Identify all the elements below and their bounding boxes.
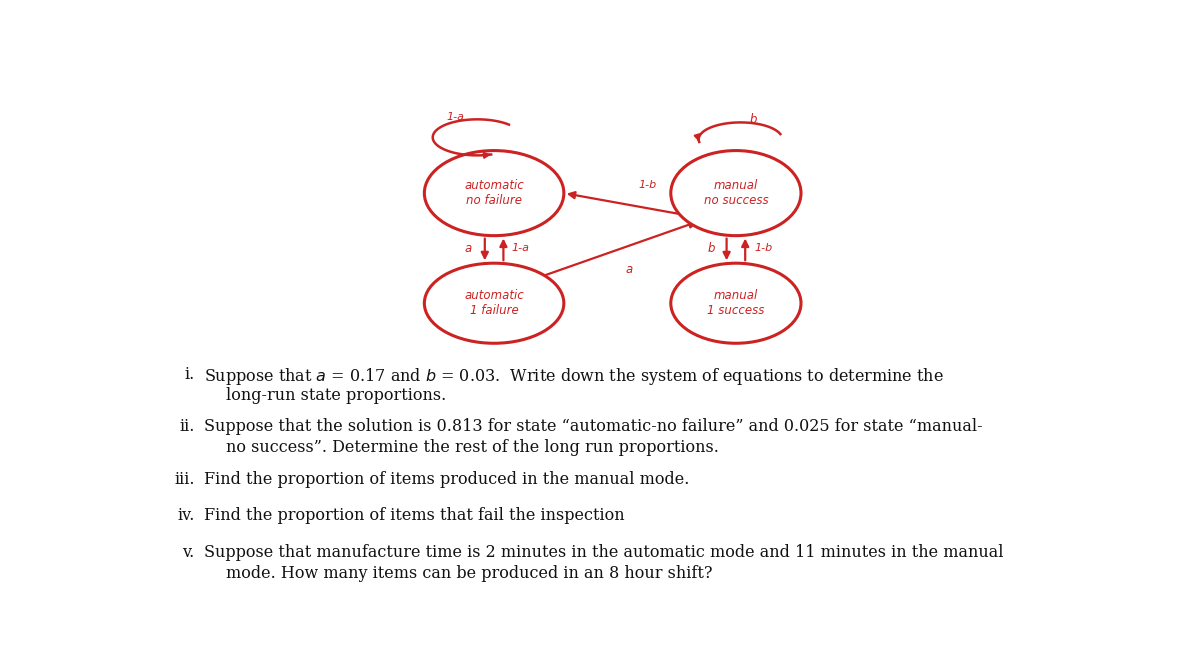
Text: mode. How many items can be produced in an 8 hour shift?: mode. How many items can be produced in … [227, 565, 713, 582]
Ellipse shape [671, 263, 802, 343]
Text: Suppose that $a$ = 0.17 and $b$ = 0.03.  Write down the system of equations to d: Suppose that $a$ = 0.17 and $b$ = 0.03. … [204, 366, 943, 387]
Ellipse shape [425, 263, 564, 343]
Text: 1-a: 1-a [511, 243, 529, 253]
Text: no success”. Determine the rest of the long run proportions.: no success”. Determine the rest of the l… [227, 439, 719, 456]
Text: 1-b: 1-b [755, 243, 773, 253]
Text: Suppose that the solution is 0.813 for state “automatic-no failure” and 0.025 fo: Suppose that the solution is 0.813 for s… [204, 419, 983, 436]
Text: Find the proportion of items that fail the inspection: Find the proportion of items that fail t… [204, 508, 624, 525]
Text: a: a [625, 263, 632, 276]
Text: i.: i. [185, 366, 194, 383]
Ellipse shape [425, 151, 564, 236]
Ellipse shape [671, 151, 802, 236]
Text: 1-a: 1-a [446, 112, 464, 122]
Text: long-run state proportions.: long-run state proportions. [227, 387, 446, 404]
Text: automatic
no failure: automatic no failure [464, 179, 524, 207]
Text: a: a [464, 242, 472, 255]
Text: b: b [708, 242, 715, 255]
Text: v.: v. [182, 544, 194, 561]
Text: manual
1 success: manual 1 success [707, 289, 764, 317]
Text: automatic
1 failure: automatic 1 failure [464, 289, 524, 317]
Text: Find the proportion of items produced in the manual mode.: Find the proportion of items produced in… [204, 471, 689, 488]
Text: b: b [749, 112, 757, 125]
Text: ii.: ii. [179, 419, 194, 436]
Text: iii.: iii. [174, 471, 194, 488]
Text: 1-b: 1-b [638, 180, 656, 190]
Text: iv.: iv. [178, 508, 194, 525]
Text: Suppose that manufacture time is 2 minutes in the automatic mode and 11 minutes : Suppose that manufacture time is 2 minut… [204, 544, 1003, 561]
Text: manual
no success: manual no success [703, 179, 768, 207]
